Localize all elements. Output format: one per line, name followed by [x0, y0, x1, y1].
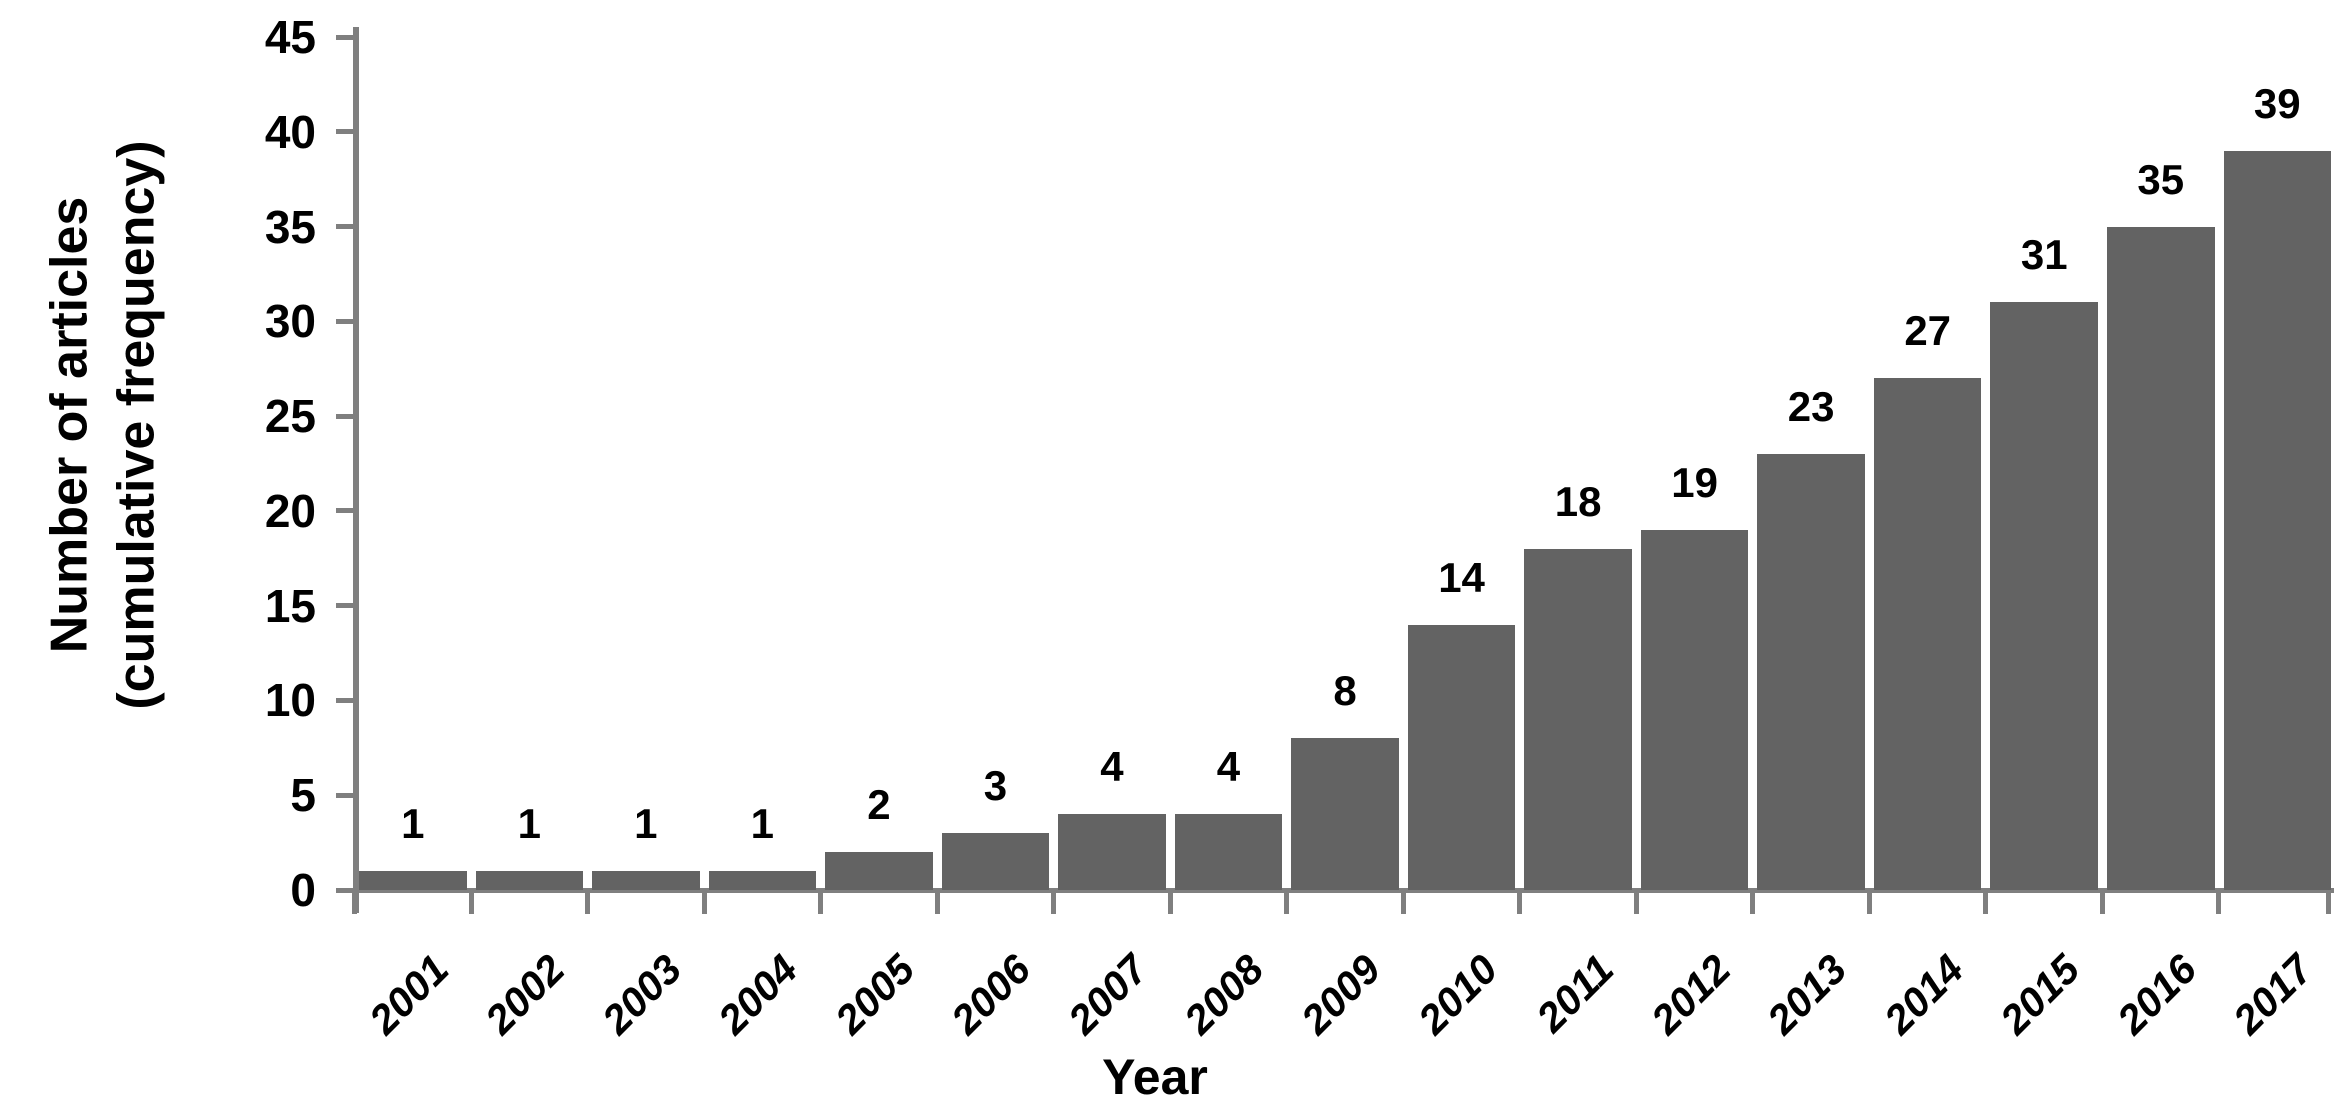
bar-value-label-2003: 1: [634, 800, 658, 847]
bar-group-2001: 1: [359, 27, 467, 890]
bar-value-label-2014: 27: [1904, 307, 1952, 354]
x-tick-17: [2326, 890, 2331, 914]
bar-group-2010: 14: [1407, 27, 1516, 890]
bar-value-label-2013: 23: [1787, 383, 1835, 430]
bar-2003: [592, 871, 700, 890]
bar-value-label-2011: 18: [1554, 478, 1602, 525]
y-tick-label-10: 10: [264, 674, 316, 727]
x-axis-line: [336, 888, 2334, 893]
y-tick-label-30: 30: [264, 295, 316, 348]
bar-group-2013: 23: [1757, 27, 1865, 890]
x-tick-15: [2099, 890, 2105, 914]
x-tick-6: [1051, 890, 1057, 914]
bar-value-label-2004: 1: [750, 800, 775, 847]
y-tick-label-15: 15: [264, 579, 316, 632]
y-axis-line: [353, 27, 359, 913]
bar-2015: [1990, 302, 2098, 890]
y-tick-25: [336, 413, 356, 419]
y-tick-label-35: 35: [264, 200, 316, 253]
bar-2016: [2106, 227, 2215, 890]
bar-group-2016: 35: [2106, 27, 2215, 890]
bar-value-label-2001: 1: [401, 800, 425, 847]
y-tick-label-45: 45: [264, 11, 316, 63]
x-tick-16: [2216, 890, 2222, 914]
y-tick-label-40: 40: [264, 105, 316, 158]
y-axis-title: Number of articles (cumulative frequency…: [36, 140, 169, 709]
bar-group-2007: 4: [1058, 27, 1166, 890]
bar-2011: [1524, 549, 1632, 890]
y-axis-title-line-1: Number of articles: [40, 196, 99, 654]
bar-value-label-2010: 14: [1438, 554, 1485, 601]
x-tick-4: [818, 890, 824, 914]
bar-2001: [359, 871, 467, 890]
bar-2004: [708, 871, 817, 890]
y-tick-label-5: 5: [290, 769, 316, 822]
bar-group-2017: 39: [2223, 27, 2332, 890]
y-tick-20: [336, 508, 356, 514]
x-tick-5: [934, 890, 940, 914]
bar-value-label-2007: 4: [1100, 743, 1124, 790]
bar-group-2002: 1: [475, 27, 584, 890]
x-tick-2: [585, 890, 591, 914]
x-tick-8: [1284, 890, 1290, 914]
x-tick-3: [701, 890, 707, 914]
bar-value-label-2016: 35: [2137, 156, 2185, 203]
y-tick-40: [336, 129, 356, 135]
bar-value-label-2017: 39: [2253, 80, 2301, 127]
bar-2013: [1757, 454, 1865, 890]
x-tick-11: [1633, 890, 1639, 914]
y-tick-label-0: 0: [290, 864, 316, 916]
x-axis-title: Year: [1102, 1049, 1208, 1105]
y-tick-30: [336, 318, 356, 324]
bar-group-2012: 19: [1640, 27, 1749, 890]
bar-group-2005: 2: [825, 27, 933, 890]
y-tick-45: [336, 34, 356, 40]
y-tick-5: [336, 792, 356, 798]
y-tick-15: [336, 603, 356, 609]
x-tick-1: [468, 890, 474, 914]
bar-group-2008: 4: [1174, 27, 1283, 890]
bar-2005: [825, 852, 933, 890]
bar-2002: [475, 871, 584, 890]
bar-2014: [1873, 378, 1982, 890]
y-tick-10: [336, 697, 356, 703]
bar-2008: [1174, 814, 1283, 890]
bar-2009: [1291, 738, 1399, 890]
bar-value-label-2009: 8: [1333, 667, 1357, 714]
bar-value-label-2002: 1: [517, 800, 541, 847]
bar-value-label-2006: 3: [983, 762, 1008, 809]
bar-2006: [941, 833, 1050, 890]
x-tick-13: [1866, 890, 1872, 914]
x-tick-10: [1517, 890, 1523, 914]
bar-2017: [2223, 151, 2332, 890]
bar-group-2006: 3: [941, 27, 1050, 890]
bar-2012: [1640, 530, 1749, 890]
bar-value-label-2012: 19: [1671, 459, 1718, 506]
y-tick-35: [336, 224, 356, 230]
bar-group-2004: 1: [708, 27, 817, 890]
bar-value-label-2005: 2: [867, 781, 891, 828]
y-tick-label-20: 20: [264, 484, 316, 537]
bar-group-2015: 31: [1990, 27, 2098, 890]
y-tick-label-25: 25: [264, 390, 316, 443]
bar-group-2003: 1: [592, 27, 700, 890]
plot-area: 1 1 1 1 2 3 4 4 8 14 18 19 23 27 31 35 39: [359, 27, 2332, 890]
bar-group-2014: 27: [1873, 27, 1982, 890]
bar-value-label-2015: 31: [2020, 231, 2068, 278]
bar-2010: [1407, 625, 1516, 890]
bar-value-label-2008: 4: [1216, 743, 1241, 790]
x-tick-0: [352, 890, 357, 914]
x-tick-14: [1983, 890, 1989, 914]
bar-group-2011: 18: [1524, 27, 1632, 890]
x-tick-7: [1167, 890, 1173, 914]
x-tick-12: [1750, 890, 1756, 914]
bar-group-2009: 8: [1291, 27, 1399, 890]
bar-2007: [1058, 814, 1166, 890]
x-tick-9: [1400, 890, 1406, 914]
